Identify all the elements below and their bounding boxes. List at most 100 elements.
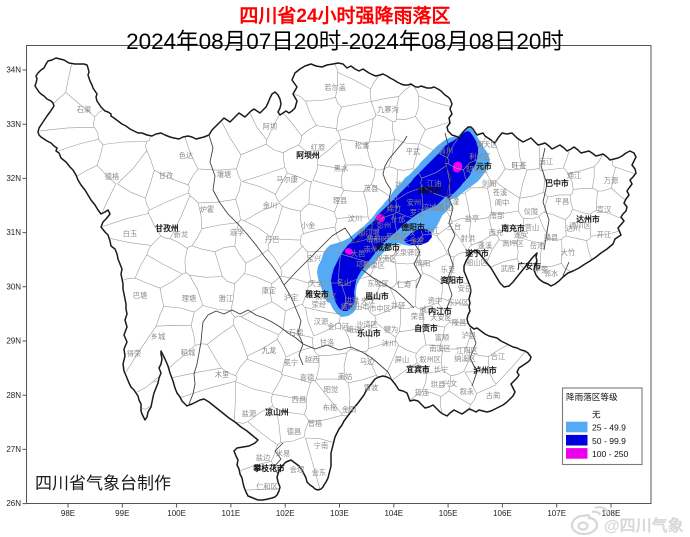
svg-text:华蓥: 华蓥 [534,265,548,274]
svg-text:德格: 德格 [105,172,120,181]
svg-text:宜宾市: 宜宾市 [406,364,430,374]
svg-text:青川: 青川 [439,146,453,155]
svg-text:30N: 30N [6,282,21,291]
svg-text:富顺: 富顺 [435,333,449,342]
svg-text:33N: 33N [6,120,21,129]
svg-text:雷波: 雷波 [364,383,378,392]
svg-text:阿坝: 阿坝 [263,122,277,131]
svg-text:邻水: 邻水 [544,269,558,278]
svg-text:广汉: 广汉 [401,228,415,237]
svg-text:龙泉驿区: 龙泉驿区 [393,248,422,257]
svg-text:108E: 108E [602,509,621,518]
svg-text:木里: 木里 [215,370,229,379]
svg-text:峨眉山市: 峨眉山市 [341,302,370,311]
svg-text:宁南: 宁南 [314,441,328,450]
svg-text:新都区: 新都区 [386,232,408,241]
svg-text:雅江: 雅江 [219,294,233,303]
svg-text:金堂: 金堂 [410,236,424,245]
svg-text:渠县: 渠县 [544,233,558,242]
svg-text:西昌: 西昌 [292,395,306,404]
svg-text:中江: 中江 [425,226,439,235]
svg-text:103E: 103E [330,509,349,518]
svg-text:理塘: 理塘 [182,294,196,303]
svg-text:马尔康: 马尔康 [276,175,298,184]
svg-text:什邡: 什邡 [391,215,405,224]
svg-text:九龙: 九龙 [262,346,276,355]
svg-text:107E: 107E [547,509,566,518]
svg-text:苍溪: 苍溪 [493,188,507,197]
svg-text:白玉: 白玉 [123,229,137,238]
svg-text:达州市: 达州市 [576,214,600,224]
svg-text:无: 无 [592,410,601,420]
svg-text:九寨沟: 九寨沟 [377,105,399,114]
svg-text:古蔺: 古蔺 [486,391,500,400]
svg-text:道孚: 道孚 [230,228,244,237]
svg-text:仪陇: 仪陇 [524,207,538,216]
svg-text:利州区: 利州区 [469,152,491,161]
svg-text:通江: 通江 [567,171,581,180]
svg-text:仁寿: 仁寿 [397,280,411,289]
svg-text:彭州: 彭州 [377,221,391,230]
svg-text:大竹: 大竹 [561,248,575,257]
svg-text:康定: 康定 [262,286,276,295]
svg-text:蓬安: 蓬安 [514,230,528,239]
svg-text:南溪区: 南溪区 [429,344,451,353]
svg-text:罗江: 罗江 [410,208,424,217]
svg-text:50 - 99.9: 50 - 99.9 [592,436,626,446]
svg-text:叙州区: 叙州区 [419,355,441,364]
svg-text:夹江: 夹江 [361,296,375,305]
svg-text:104E: 104E [384,509,403,518]
svg-text:资阳市: 资阳市 [440,275,464,285]
svg-text:荥经: 荥经 [312,300,326,309]
svg-text:内江市: 内江市 [428,306,452,316]
svg-text:壤塘: 壤塘 [217,170,231,179]
svg-text:乡城: 乡城 [151,332,165,341]
svg-text:得荣: 得荣 [127,349,141,358]
svg-text:珙县: 珙县 [431,380,445,389]
svg-text:沙湾区: 沙湾区 [356,320,378,329]
svg-text:叙永: 叙永 [460,387,474,396]
svg-text:涪城区: 涪城区 [422,203,444,212]
svg-text:南江: 南江 [539,157,553,166]
svg-text:安州: 安州 [407,198,421,207]
svg-text:阿坝州: 阿坝州 [296,150,320,160]
svg-text:金阳: 金阳 [342,405,356,414]
svg-text:东兴区: 东兴区 [447,298,469,307]
svg-text:旺苍: 旺苍 [512,161,526,170]
svg-text:天全: 天全 [309,279,324,288]
svg-text:汶川: 汶川 [348,214,362,223]
svg-text:@四川气象: @四川气象 [604,516,684,535]
svg-text:井研: 井研 [391,301,405,310]
svg-text:九龙: 九龙 [262,346,276,355]
svg-text:石渠: 石渠 [77,105,91,114]
svg-text:米易: 米易 [276,449,290,458]
svg-text:犍为: 犍为 [384,325,398,334]
svg-text:黑水: 黑水 [334,164,348,173]
svg-text:106E: 106E [493,509,512,518]
svg-text:遂宁市: 遂宁市 [465,248,489,258]
svg-text:高县: 高县 [415,366,429,375]
svg-text:100 - 250: 100 - 250 [592,449,629,459]
svg-text:广安市: 广安市 [517,261,541,271]
svg-text:岳池: 岳池 [530,241,544,250]
svg-text:自贡市: 自贡市 [414,323,438,333]
svg-text:朝天区: 朝天区 [476,140,498,149]
svg-text:隆昌: 隆昌 [452,318,466,327]
svg-text:炉霍: 炉霍 [200,205,214,214]
svg-text:布拖: 布拖 [323,403,337,412]
svg-text:汉源: 汉源 [314,317,328,326]
svg-text:巴塘: 巴塘 [133,291,147,300]
svg-text:东坡区: 东坡区 [367,279,389,288]
svg-text:金口河: 金口河 [327,322,349,331]
svg-text:营山: 营山 [525,223,539,232]
svg-text:成都市: 成都市 [376,242,400,252]
svg-text:会东: 会东 [312,468,326,477]
svg-text:通川区: 通川区 [569,221,591,230]
svg-text:雅安市: 雅安市 [305,289,329,299]
svg-text:理县: 理县 [333,196,347,205]
svg-text:武胜: 武胜 [501,264,515,273]
svg-text:松潘: 松潘 [355,141,369,150]
svg-text:南充市: 南充市 [501,223,525,233]
svg-text:沐川: 沐川 [382,339,396,348]
svg-text:平昌: 平昌 [555,197,569,206]
